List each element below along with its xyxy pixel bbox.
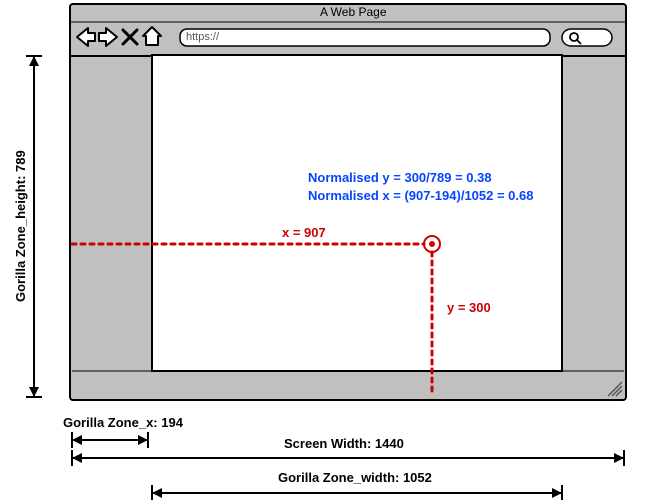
label-gorilla-x: Gorilla Zone_x: 194 bbox=[63, 415, 183, 430]
url-bar[interactable] bbox=[180, 29, 550, 46]
target-point-dot bbox=[429, 241, 435, 247]
normalised-y-text: Normalised y = 300/789 = 0.38 bbox=[308, 170, 492, 185]
content-viewport bbox=[152, 55, 562, 371]
browser-bottom-bar bbox=[72, 371, 624, 398]
label-screen-width: Screen Width: 1440 bbox=[284, 436, 404, 451]
url-prefix: https:// bbox=[186, 31, 219, 43]
y-equals-text: y = 300 bbox=[447, 300, 491, 315]
label-gorilla-width: Gorilla Zone_width: 1052 bbox=[278, 470, 432, 485]
normalised-x-text: Normalised x = (907-194)/1052 = 0.68 bbox=[308, 188, 533, 203]
x-equals-text: x = 907 bbox=[282, 225, 326, 240]
label-gorilla-height: Gorilla Zone_height: 789 bbox=[13, 150, 28, 302]
browser-title: A Web Page bbox=[320, 5, 387, 19]
